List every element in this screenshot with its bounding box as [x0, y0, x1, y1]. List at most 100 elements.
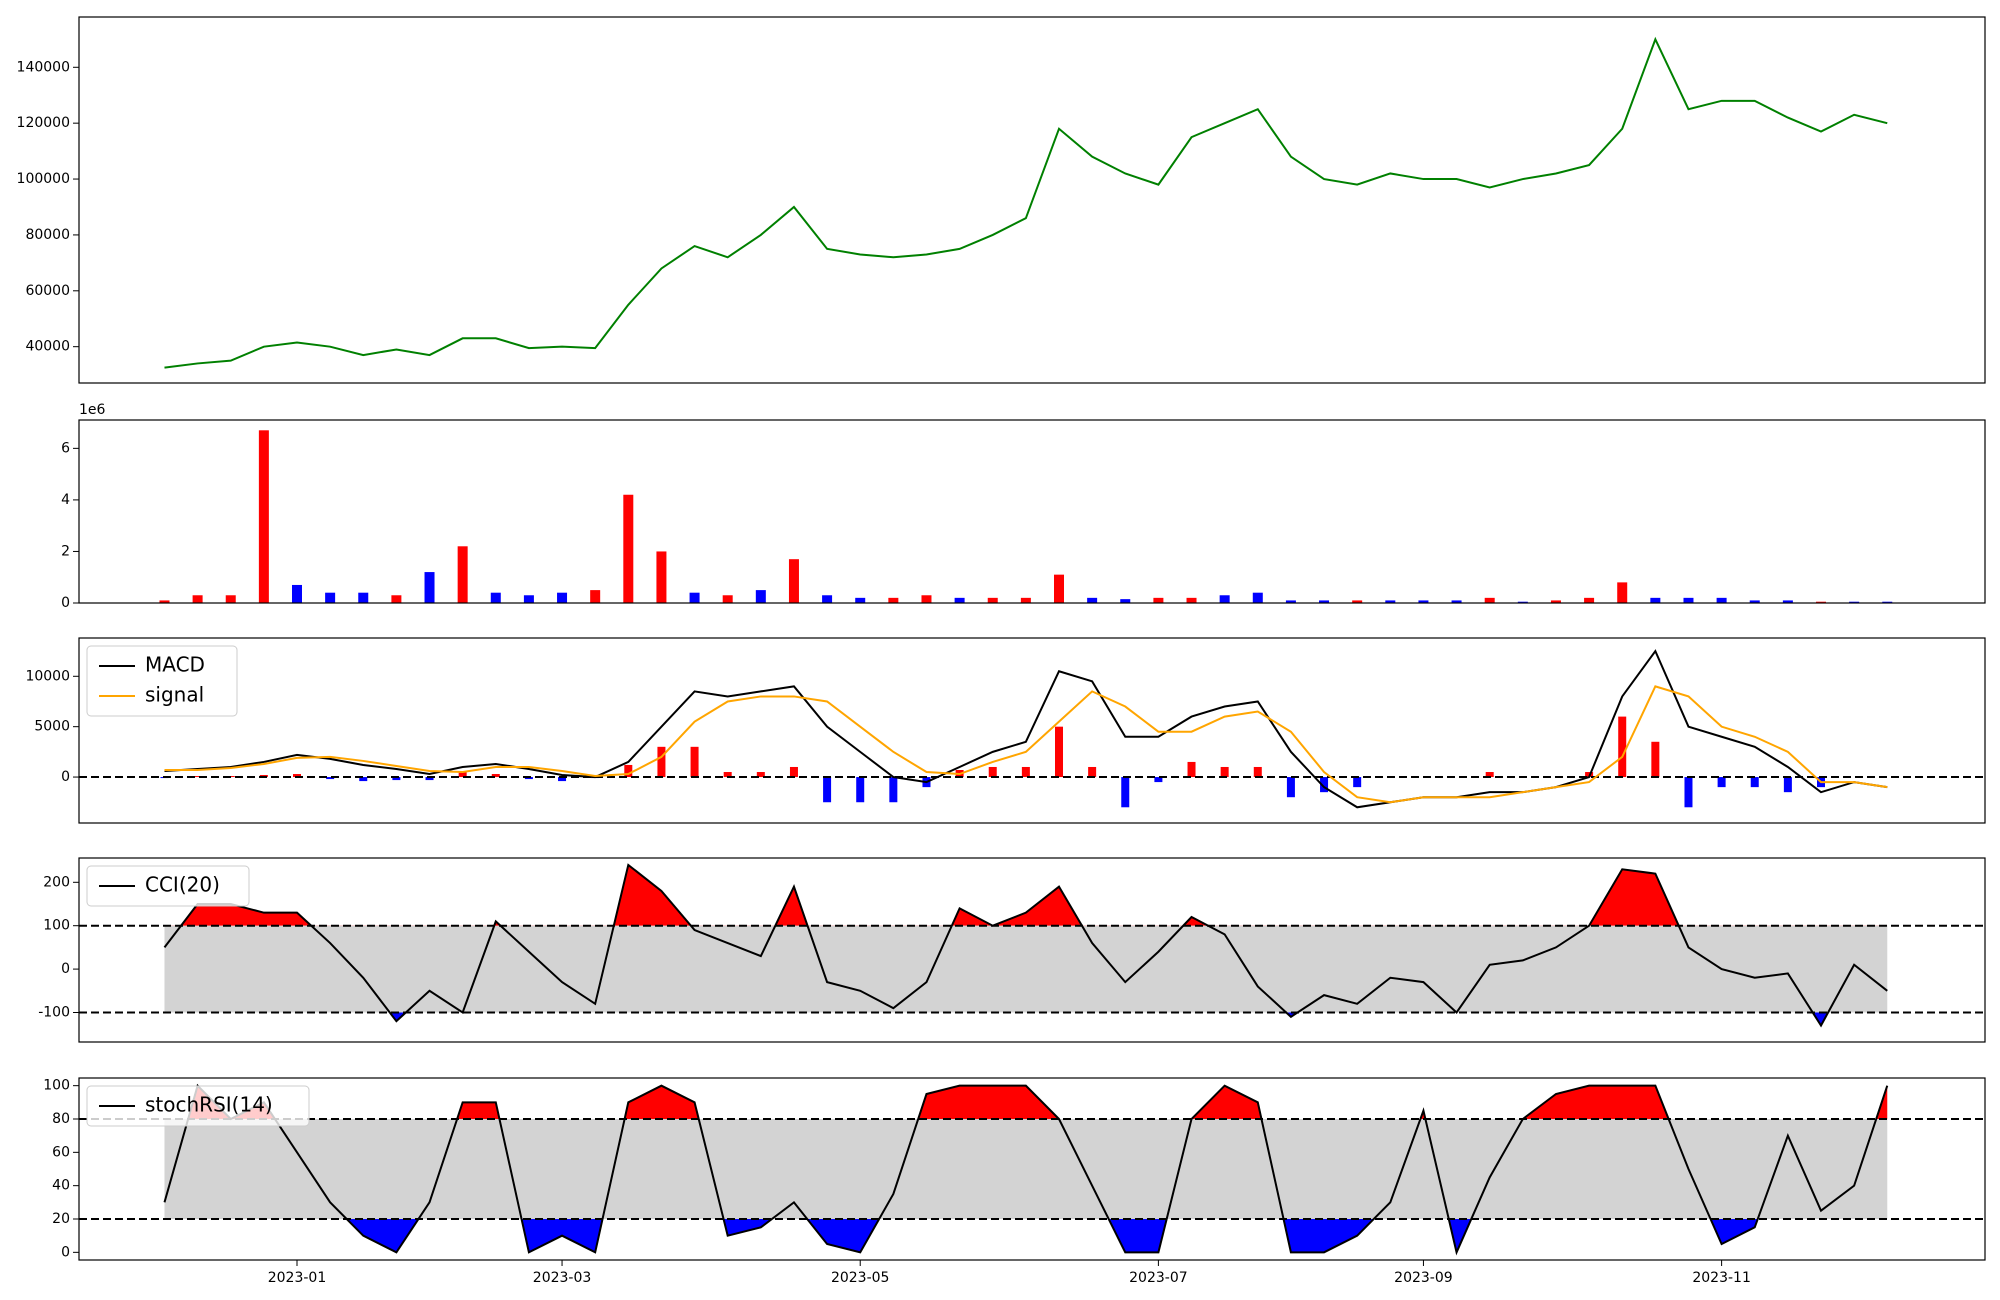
y-tick-label: 6: [61, 440, 70, 456]
price-line: [164, 36, 1888, 369]
y-tick-label: 140000: [17, 59, 70, 75]
volume-bar: [159, 600, 170, 603]
volume-bar: [788, 559, 799, 603]
histogram-bar: [1220, 766, 1229, 778]
neutral-band: [164, 925, 1888, 1013]
histogram-bar: [259, 775, 268, 778]
legend-label: stochRSI(14): [145, 1093, 273, 1117]
histogram-bar: [1286, 777, 1295, 798]
histogram-bar: [425, 777, 434, 781]
y-tick-label: 4: [61, 492, 70, 508]
volume-bar: [656, 551, 667, 603]
x-tick-label: 2023-05: [831, 1270, 890, 1286]
histogram-bar: [690, 746, 699, 778]
volume-bar: [1882, 601, 1893, 603]
volume-bar: [1584, 597, 1595, 603]
histogram-bar: [624, 764, 633, 778]
histogram-bar: [1618, 716, 1627, 778]
offset-label: 1e6: [79, 402, 106, 418]
histogram-bar: [392, 777, 401, 781]
x-tick-label: 2023-11: [1692, 1270, 1751, 1286]
histogram-bar: [458, 772, 467, 778]
histogram-bar: [524, 777, 533, 780]
y-tick-label: 40: [52, 1178, 70, 1194]
y-tick-label: 60000: [25, 283, 70, 299]
volume-bar: [1285, 600, 1296, 603]
histogram-bar: [756, 772, 765, 778]
y-tick-label: 200: [43, 874, 70, 890]
volume-bar: [1683, 597, 1694, 603]
x-tick-label: 2023-07: [1129, 1270, 1188, 1286]
histogram-bar: [789, 766, 798, 778]
histogram-bar: [193, 776, 202, 778]
histogram-bar: [1253, 766, 1262, 778]
y-tick-label: 120000: [17, 115, 70, 131]
y-tick-label: 0: [61, 961, 70, 977]
panel-frame: [78, 857, 1986, 1043]
volume-bar: [1716, 597, 1727, 603]
volume-bar: [1650, 597, 1661, 603]
volume-bar: [358, 592, 369, 603]
histogram-bar: [359, 777, 368, 782]
volume-bar: [457, 546, 468, 603]
histogram-bar: [1121, 777, 1130, 808]
volume-bar: [490, 592, 501, 603]
histogram-bar: [1750, 777, 1759, 788]
volume-bar: [888, 597, 899, 603]
histogram-bar: [1320, 777, 1329, 793]
y-tick-label: -100: [38, 1004, 70, 1020]
histogram-bar: [1088, 766, 1097, 778]
legend-label: signal: [145, 683, 204, 707]
volume-bar: [523, 595, 534, 603]
indicator-line: [164, 685, 1888, 804]
volume-bar: [755, 590, 766, 603]
volume-bar: [424, 572, 435, 603]
volume-bar: [689, 592, 700, 603]
legend-label: CCI(20): [145, 873, 220, 897]
volume-bar: [1550, 600, 1561, 603]
volume-bar: [1020, 597, 1031, 603]
volume-bar: [291, 584, 302, 603]
histogram-bar: [723, 772, 732, 778]
volume-bar: [623, 494, 634, 603]
histogram-bar: [1187, 761, 1196, 778]
volume-bar: [1484, 597, 1495, 603]
indicator-line: [164, 649, 1888, 809]
histogram-bar: [856, 777, 865, 803]
histogram-bar: [889, 777, 898, 803]
histogram-bar: [1717, 777, 1726, 788]
histogram-bar: [1055, 726, 1064, 778]
volume-bar: [1252, 592, 1263, 603]
y-tick-label: 2: [61, 543, 70, 559]
volume-bar: [325, 592, 336, 603]
volume-bar: [1782, 600, 1793, 603]
volume-bar: [557, 592, 568, 603]
y-tick-label: 0: [61, 769, 70, 785]
histogram-bar: [491, 774, 500, 778]
oversold-fill: [164, 1219, 1888, 1253]
neutral-band: [164, 1119, 1888, 1219]
volume-bar: [1451, 600, 1462, 603]
panel-frame: [78, 1077, 1986, 1261]
legend-box: [86, 645, 238, 717]
panel-frame: [78, 16, 1986, 384]
volume-bar: [987, 597, 998, 603]
volume-bar: [225, 595, 236, 603]
volume-bar: [1120, 599, 1131, 603]
legend-box: [86, 865, 250, 907]
legend-box: [86, 1085, 310, 1127]
histogram-bar: [1485, 772, 1494, 778]
histogram-bar: [1783, 777, 1792, 793]
histogram-bar: [326, 777, 335, 780]
volume-bar: [192, 595, 203, 603]
volume-bar: [1517, 601, 1528, 603]
histogram-bar: [292, 774, 301, 778]
histogram-bar: [1021, 766, 1030, 778]
histogram-bar: [1651, 741, 1660, 778]
histogram-bar: [1684, 777, 1693, 808]
volume-bar: [1319, 600, 1330, 603]
volume-bar: [1816, 601, 1827, 603]
y-tick-label: 10000: [25, 668, 70, 684]
volume-bar: [391, 595, 402, 603]
